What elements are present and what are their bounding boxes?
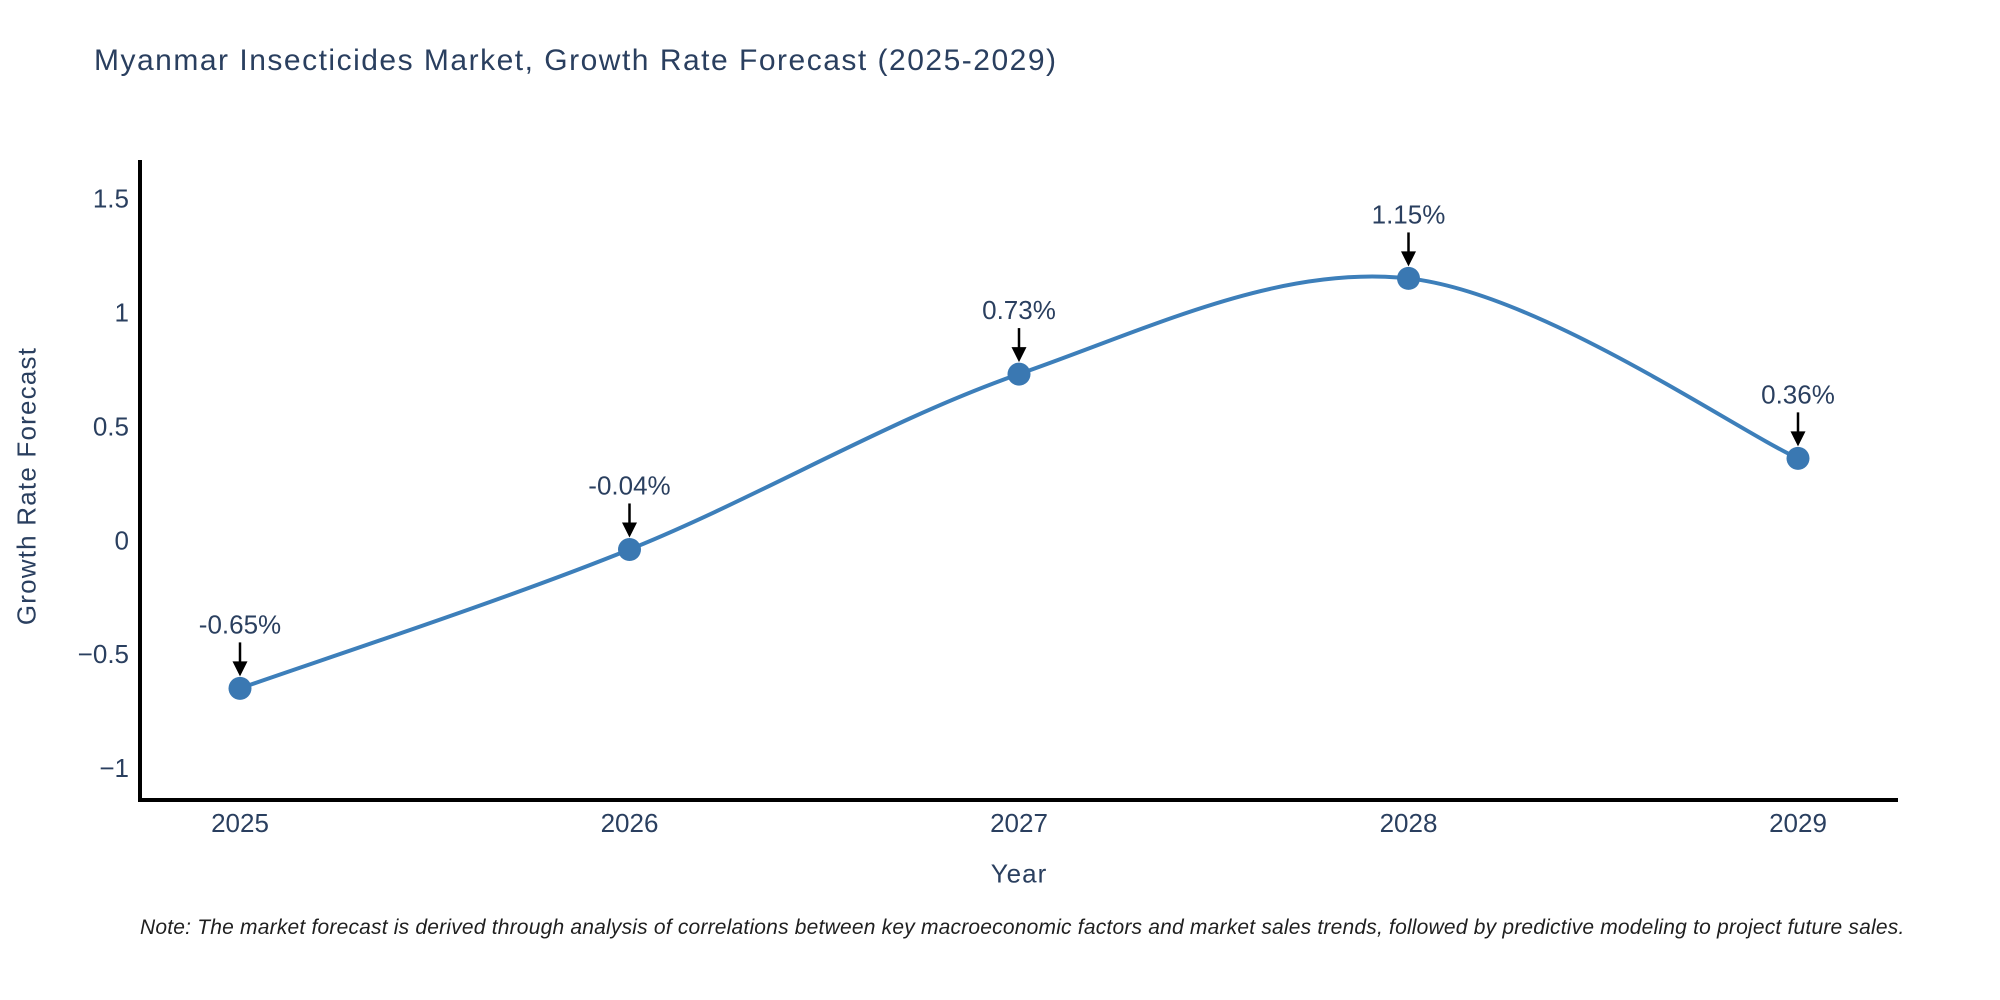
axis-spines — [138, 160, 1898, 802]
annotation-arrow-head — [1401, 251, 1416, 267]
annotation-label: 1.15% — [1372, 199, 1446, 229]
data-point-2025[interactable] — [228, 676, 252, 700]
data-point-2026[interactable] — [618, 537, 641, 561]
annotation-label: 0.36% — [1761, 379, 1835, 409]
y-tick-label: 1 — [115, 298, 129, 328]
annotation-arrow-head — [232, 661, 248, 677]
footnote: Note: The market forecast is derived thr… — [140, 916, 1905, 939]
x-axis-title: Year — [990, 858, 1048, 889]
annotation-arrow-head — [622, 522, 637, 538]
data-point-2027[interactable] — [1007, 362, 1031, 386]
chart-title: Myanmar Insecticides Market, Growth Rate… — [94, 44, 1058, 77]
data-point-2028[interactable] — [1397, 266, 1420, 290]
annotation-label: -0.04% — [588, 470, 670, 500]
annotation-arrow-head — [1011, 347, 1027, 363]
x-tick-label: 2027 — [990, 808, 1048, 838]
x-tick-label: 2025 — [211, 808, 269, 838]
x-tick-label: 2026 — [601, 808, 659, 838]
y-tick-label: 0 — [115, 525, 129, 555]
y-tick-label: −0.5 — [78, 639, 129, 669]
data-point-2029[interactable] — [1786, 446, 1810, 470]
y-tick-label: 1.5 — [93, 184, 129, 214]
annotation-arrow-head — [1790, 431, 1806, 447]
x-tick-label: 2028 — [1380, 808, 1438, 838]
x-tick-label: 2029 — [1769, 808, 1827, 838]
annotation-label: -0.65% — [199, 609, 281, 639]
annotation-label: 0.73% — [982, 295, 1056, 325]
y-tick-label: −1 — [99, 753, 129, 783]
y-tick-label: 0.5 — [93, 411, 129, 441]
